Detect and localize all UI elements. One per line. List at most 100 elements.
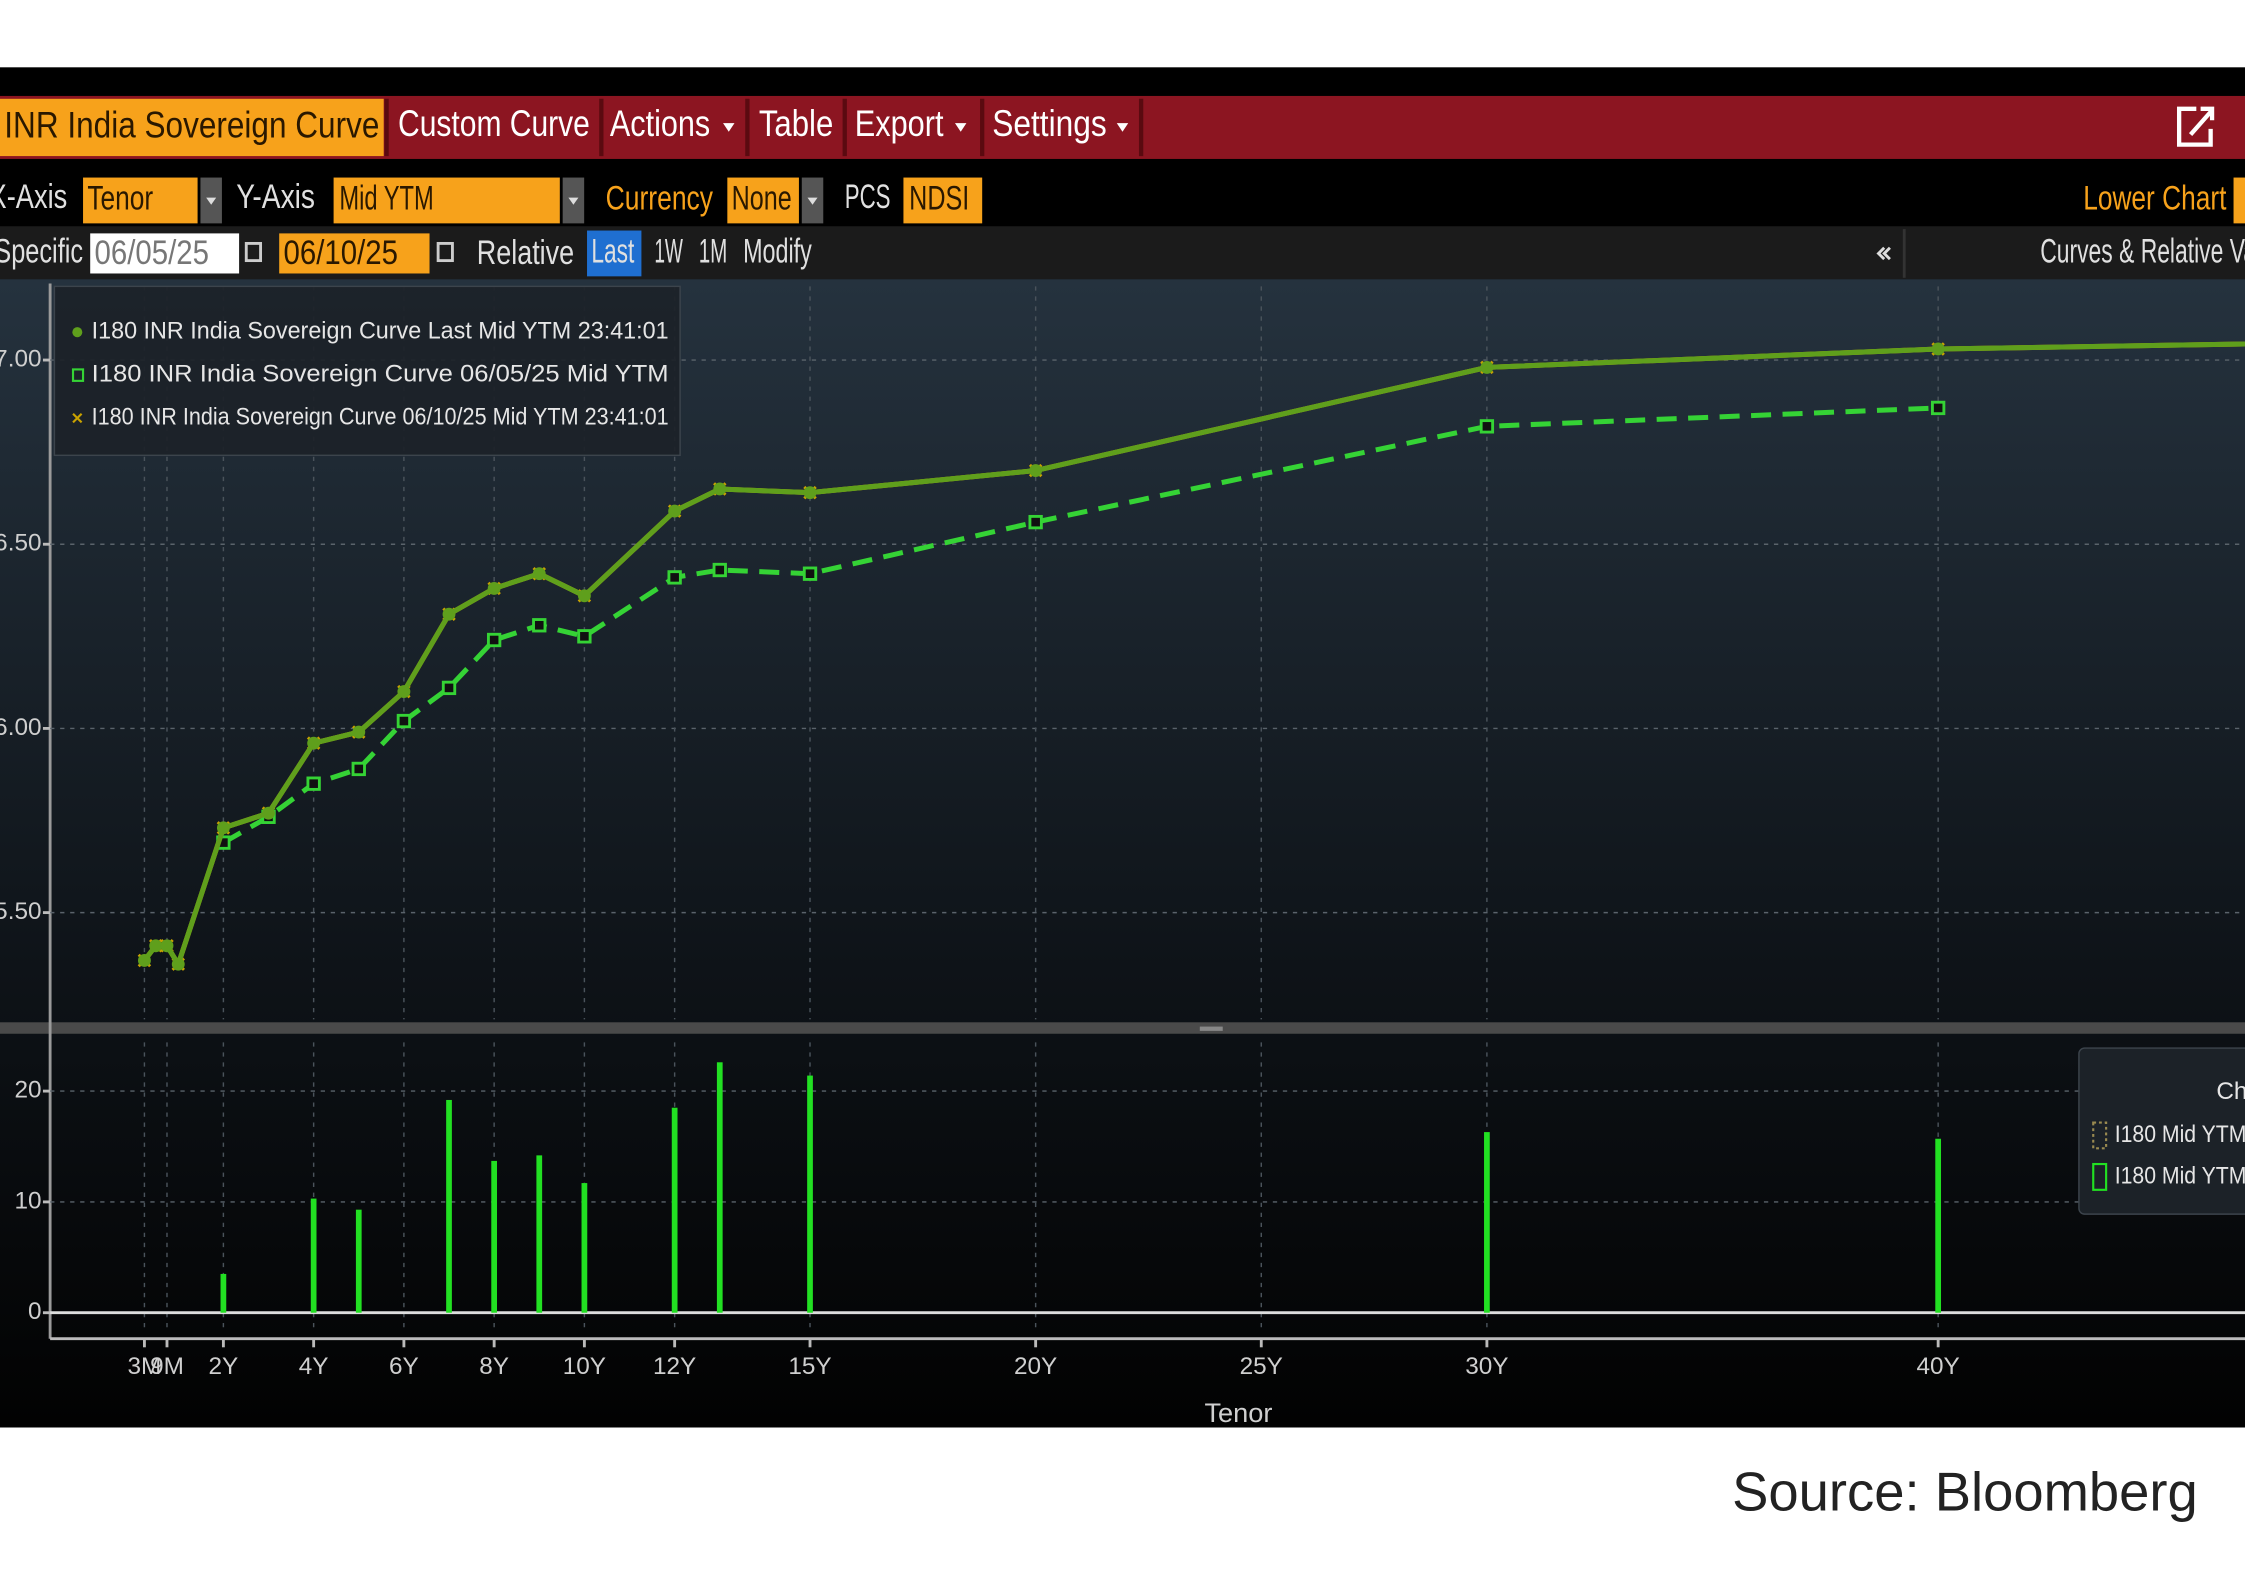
point xyxy=(713,482,727,496)
point xyxy=(667,570,682,585)
label: X-Axis xyxy=(0,178,67,216)
point xyxy=(1029,464,1043,477)
point xyxy=(712,562,727,578)
x-tick-label: 8Y xyxy=(479,1353,509,1380)
bar xyxy=(671,1107,678,1313)
x-tick-label: 9M xyxy=(150,1353,184,1380)
legend-label: I180 INR India Sovereign Curve 06/05/25 … xyxy=(92,361,669,388)
legend-label: I180 INR India Sovereign Curve 06/10/25 … xyxy=(92,404,669,431)
point xyxy=(396,713,412,729)
y-tick-label: 6.50 xyxy=(0,530,42,557)
point xyxy=(307,736,321,750)
legend-label: I180 Mid YTM xyxy=(2115,1162,2245,1189)
input[interactable] xyxy=(903,177,983,224)
x-axis-title: Tenor xyxy=(1204,1397,1272,1428)
legend-marker xyxy=(2092,1121,2108,1150)
calendar-icon[interactable] xyxy=(244,241,263,263)
bar xyxy=(446,1099,452,1313)
calendar-icon[interactable] xyxy=(436,241,454,263)
popout-icon[interactable] xyxy=(2176,106,2215,147)
overlay: I180 INR India Sovereign Curve Last Mid … xyxy=(71,318,2245,1313)
toolbar-item[interactable]: Actions xyxy=(610,102,710,144)
dropdown[interactable] xyxy=(333,177,560,224)
period-button[interactable]: Last xyxy=(591,233,634,271)
dropdown-arrow xyxy=(723,123,735,132)
point xyxy=(1480,360,1494,374)
point xyxy=(577,629,592,644)
dropdown-arrow xyxy=(206,197,217,205)
y-tick-label: 0 xyxy=(28,1298,42,1325)
label: Relative xyxy=(477,234,574,272)
legend-marker xyxy=(2092,1162,2108,1191)
period-button[interactable]: 1M xyxy=(699,233,728,271)
point xyxy=(487,581,501,595)
label: Currency xyxy=(606,180,714,218)
dropdown-arrow xyxy=(807,197,818,205)
bar xyxy=(220,1273,227,1313)
modify-button[interactable]: Modify xyxy=(743,233,812,271)
button-selected[interactable] xyxy=(587,230,642,277)
x-tick-label: 25Y xyxy=(1240,1353,1283,1380)
dropdown[interactable] xyxy=(2233,177,2245,224)
dropdown-value: Mid YTM xyxy=(339,180,433,218)
date-input[interactable] xyxy=(90,233,240,274)
source: Source: Bloomberg xyxy=(1732,1462,2198,1523)
point xyxy=(802,566,818,581)
point xyxy=(668,504,682,518)
input-value: NDSI xyxy=(909,180,969,218)
point xyxy=(262,806,275,820)
bar xyxy=(1935,1138,1942,1313)
legend-title: Change xyxy=(2216,1078,2245,1105)
legend xyxy=(53,285,681,457)
point xyxy=(351,761,366,777)
legend-marker xyxy=(71,368,85,382)
bar xyxy=(581,1183,588,1313)
point xyxy=(306,776,321,791)
panel-title: Curves & Relative Value xyxy=(2040,233,2245,271)
point xyxy=(137,954,151,967)
legend xyxy=(2078,1047,2245,1215)
dropdown-value: None xyxy=(732,180,792,218)
separators xyxy=(384,98,1144,157)
point xyxy=(352,725,366,739)
x-tick-label: 10Y xyxy=(563,1353,606,1380)
dropdown-value: Tenor xyxy=(87,180,153,218)
y-tick-label: 6.00 xyxy=(0,714,42,741)
point xyxy=(441,680,457,696)
label: PCS xyxy=(845,178,891,216)
bar xyxy=(807,1075,813,1313)
label: Lower Chart xyxy=(2083,180,2227,218)
point xyxy=(1479,419,1495,434)
dropdown-arrow xyxy=(954,123,967,132)
tab-active[interactable] xyxy=(0,98,384,157)
point xyxy=(216,821,230,835)
point xyxy=(532,567,546,581)
dropdown-arrow xyxy=(568,197,579,205)
x-tick-label: 6Y xyxy=(389,1353,419,1380)
dropdown[interactable] xyxy=(83,177,198,224)
period-button[interactable]: 1W xyxy=(654,233,683,271)
toolbar-item[interactable]: Custom Curve xyxy=(398,102,590,144)
point xyxy=(486,632,502,648)
toolbar-item[interactable]: Table xyxy=(759,102,833,144)
upper-plot xyxy=(137,341,2245,971)
point xyxy=(803,486,817,500)
toolbar-item[interactable]: Settings xyxy=(992,102,1107,144)
collapse-icon[interactable] xyxy=(1876,246,1891,261)
dropdown[interactable] xyxy=(727,177,799,224)
bar xyxy=(716,1062,723,1313)
legend-marker xyxy=(72,413,83,424)
date-input[interactable] xyxy=(279,233,430,274)
panel-splitter[interactable] xyxy=(0,1022,2245,1034)
point xyxy=(171,957,185,971)
point xyxy=(442,607,456,621)
date-value: 06/10/25 xyxy=(283,234,398,272)
toolbar-item[interactable]: INR India Sovereign Curve xyxy=(4,103,379,145)
point xyxy=(1028,514,1043,530)
point xyxy=(397,685,411,699)
point xyxy=(1930,400,1946,416)
toolbar-item[interactable]: Export xyxy=(855,102,944,144)
bar xyxy=(491,1160,498,1313)
